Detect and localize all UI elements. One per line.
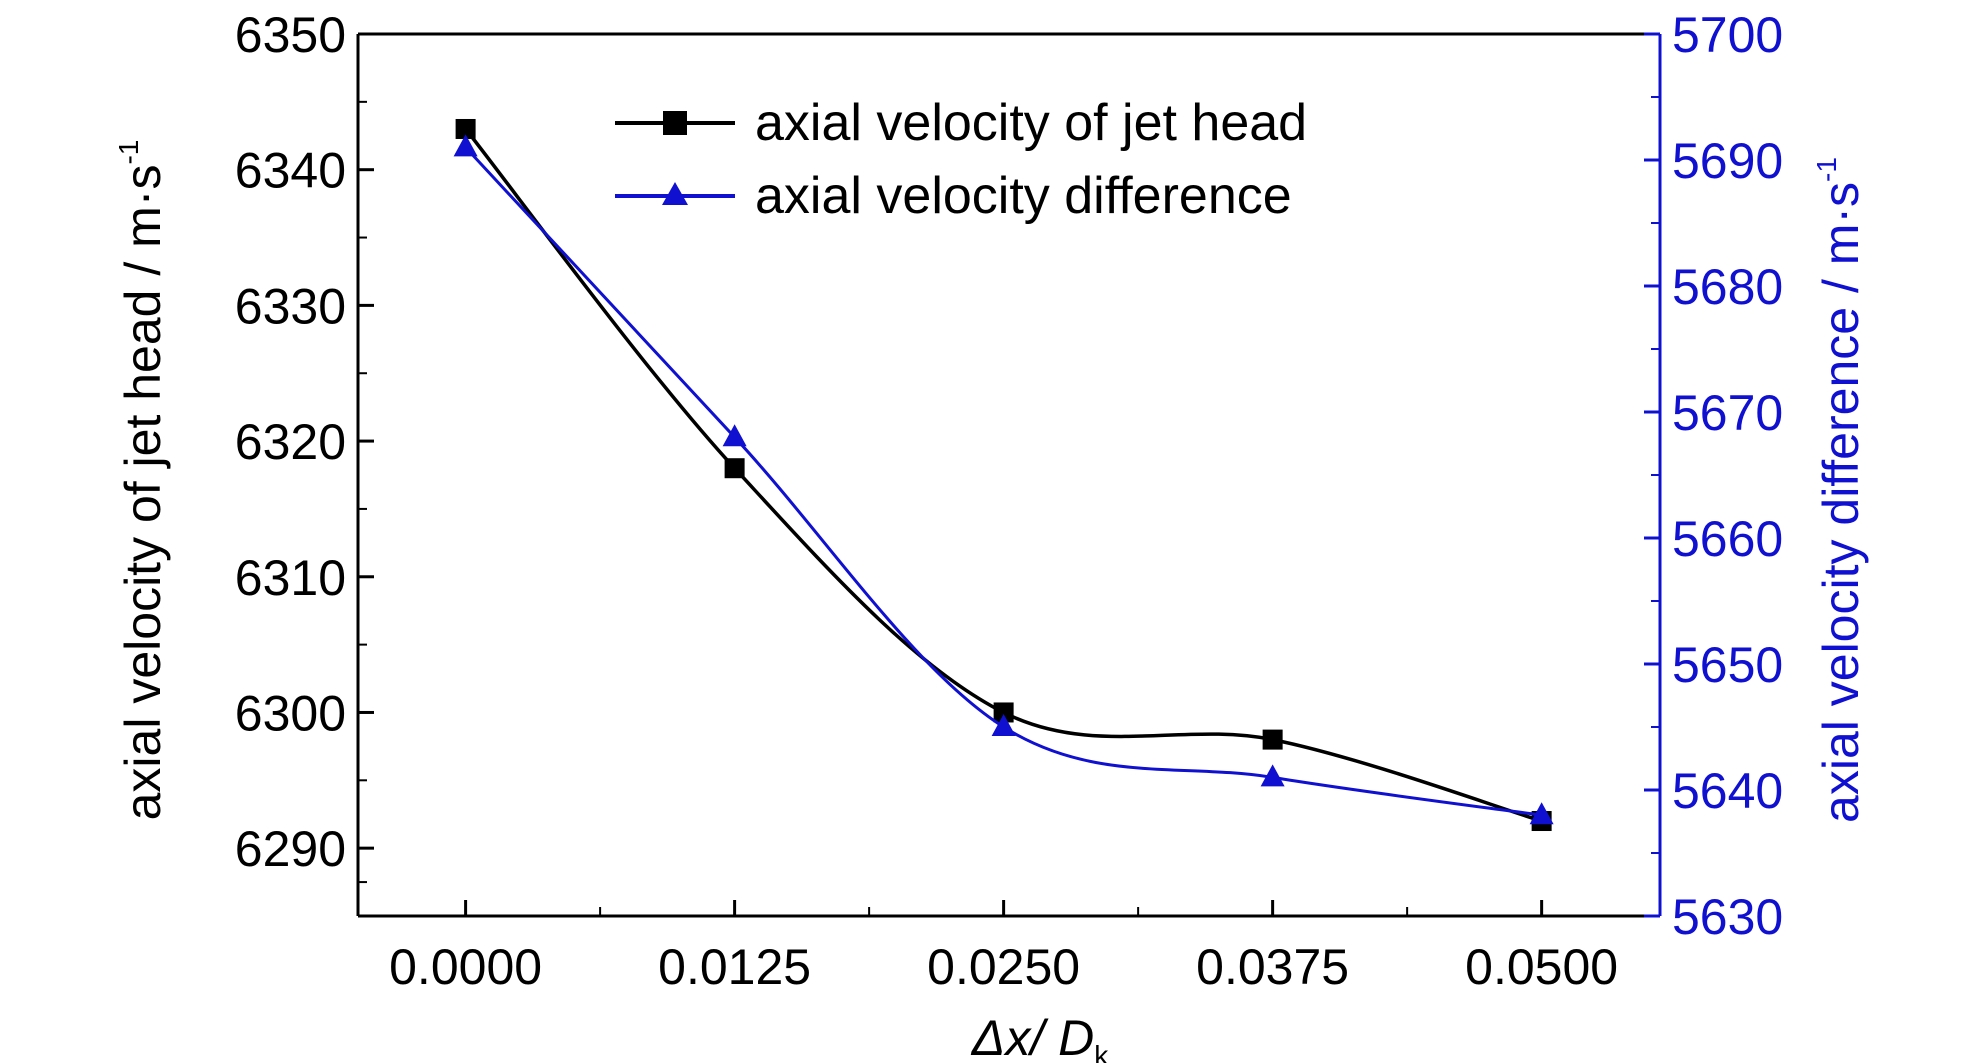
series-layer [453,118,1554,832]
y-right-axis-title: axial velocity difference / m·s-1 [1811,157,1869,823]
data-point-square [993,702,1014,723]
y-left-tick-label: 6320 [235,414,346,470]
series-line [464,127,1543,823]
y-left-axis-title-sup: -1 [113,140,144,165]
y-left-tick-label: 6300 [235,685,346,741]
y-right-axis-title-main: axial velocity difference / m·s [1813,182,1869,823]
y-left-axis-title: axial velocity of jet head / m·s-1 [113,140,171,821]
data-point-square [455,118,476,139]
y-left-tick-label: 6310 [235,550,346,606]
x-axis: 0.0000 0.0125 0.0250 0.0375 0.0500 [389,900,1618,995]
x-axis-title-sub: k [1094,1040,1109,1063]
data-point-triangle [1529,802,1554,825]
y-left-axis-title-main: axial velocity of jet head / m·s [115,165,171,821]
data-point-triangle [991,714,1016,736]
y-right-tick-label: 5650 [1672,637,1783,693]
legend-marker-square [663,111,687,135]
y-right-tick-label: 5630 [1672,889,1783,945]
plot-frame [356,32,1662,918]
series-velocity-difference [453,134,1554,825]
y-right-tick-label: 5660 [1672,511,1783,567]
legend-label-velocity-diff: axial velocity difference [755,167,1292,225]
legend-marker-triangle [662,182,688,205]
x-tick-label: 0.0000 [389,939,542,995]
legend-label-jet-head: axial velocity of jet head [755,94,1307,152]
x-axis-title: Δx/ Dk [971,1010,1109,1063]
y-right-tick-label: 5680 [1672,259,1783,315]
x-tick-label: 0.0375 [1196,939,1349,995]
data-point-triangle [722,424,747,447]
y-right-tick-label: 5640 [1672,763,1783,819]
series-line [464,146,1542,817]
x-axis-title-main: Δx/ D [971,1010,1094,1063]
x-tick-label: 0.0500 [1465,939,1618,995]
y-right-axis-title-sup: -1 [1811,157,1842,182]
y-left-tick-label: 6330 [235,278,346,334]
y-left-tick-label: 6290 [235,821,346,877]
legend: axial velocity of jet head axial velocit… [615,94,1307,225]
x-tick-label: 0.0125 [658,939,811,995]
y-axis-right: 5630 5640 5650 5660 5670 5680 5690 5700 [1644,7,1783,945]
y-left-tick-label: 6350 [235,7,346,63]
y-axis-left: 6290 6300 6310 6320 6330 6340 6350 [235,7,374,884]
x-tick-label: 0.0250 [927,939,1080,995]
y-left-tick-label: 6340 [235,143,346,199]
y-right-tick-label: 5700 [1672,7,1783,63]
data-point-square [724,458,745,479]
data-point-triangle [1260,764,1285,787]
y-right-tick-label: 5690 [1672,133,1783,189]
data-point-triangle [453,134,478,157]
data-point-square [1262,729,1283,750]
y-right-tick-label: 5670 [1672,385,1783,441]
